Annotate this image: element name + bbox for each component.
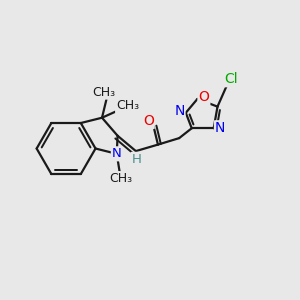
Text: CH₃: CH₃ xyxy=(110,172,133,185)
Text: Cl: Cl xyxy=(224,72,238,86)
Text: N: N xyxy=(215,121,225,135)
Text: H: H xyxy=(131,153,141,166)
Text: O: O xyxy=(143,114,154,128)
Text: CH₃: CH₃ xyxy=(116,100,139,112)
Text: N: N xyxy=(174,104,184,118)
Text: CH₃: CH₃ xyxy=(92,85,116,99)
Text: O: O xyxy=(199,91,209,104)
Text: N: N xyxy=(112,147,122,160)
